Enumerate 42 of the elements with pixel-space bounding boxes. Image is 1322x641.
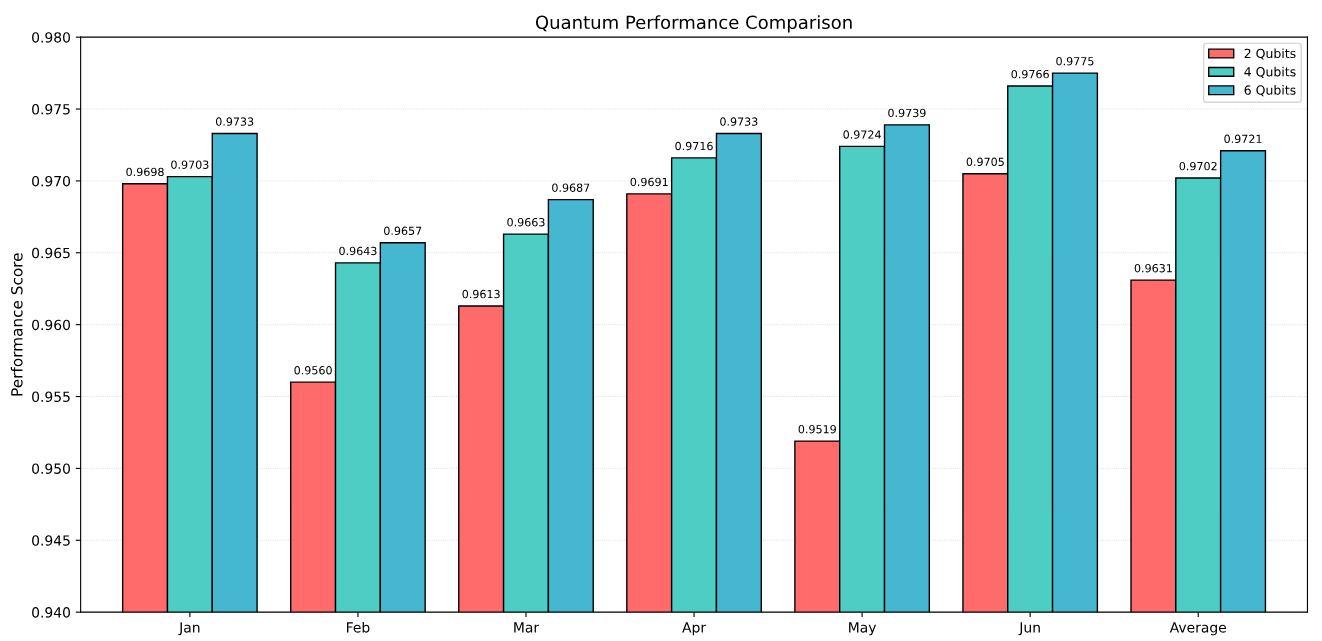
- y-tick-label: 0.975: [32, 104, 70, 115]
- y-tick-label: 0.945: [32, 535, 70, 546]
- data-label: 0.9631: [1134, 263, 1172, 273]
- data-label: 0.9716: [675, 141, 713, 151]
- data-label: 0.9687: [552, 183, 590, 192]
- data-label: 0.9702: [1179, 161, 1217, 171]
- data-label: 0.9733: [215, 117, 254, 126]
- legend-label: 2 Qubits: [1244, 48, 1296, 60]
- data-label: 0.9721: [1224, 134, 1262, 144]
- legend-label: 6 Qubits: [1244, 85, 1296, 97]
- x-tick-label: Feb: [347, 621, 370, 633]
- data-label: 0.9724: [843, 130, 881, 139]
- data-label: 0.9705: [966, 157, 1004, 167]
- data-label: 0.9739: [888, 108, 926, 118]
- data-label: 0.9775: [1056, 57, 1094, 66]
- x-tick-label: May: [849, 622, 877, 636]
- y-tick-label: 0.950: [32, 463, 70, 474]
- y-tick-label: 0.980: [32, 32, 70, 43]
- y-tick-label: 0.955: [32, 391, 70, 403]
- data-label: 0.9733: [720, 117, 758, 126]
- data-label: 0.9643: [339, 246, 377, 256]
- x-tick-label: Apr: [682, 622, 707, 636]
- data-label: 0.9613: [462, 289, 500, 299]
- data-label: 0.9560: [294, 366, 332, 375]
- y-tick-label: 0.970: [32, 175, 70, 187]
- x-tick-label: Average: [1169, 622, 1226, 636]
- data-label: 0.9657: [384, 226, 422, 236]
- chart-title: Quantum Performance Comparison: [535, 15, 852, 33]
- x-tick-label: Jan: [178, 622, 200, 636]
- data-label: 0.9663: [507, 217, 545, 227]
- data-label: 0.9766: [1011, 69, 1049, 79]
- data-label: 0.9519: [798, 424, 836, 434]
- data-label: 0.9703: [171, 160, 209, 169]
- x-tick-label: Mar: [514, 622, 540, 633]
- y-tick-label: 0.960: [32, 319, 70, 331]
- data-label: 0.9691: [630, 177, 668, 187]
- x-tick-label: Jun: [1018, 622, 1040, 636]
- y-tick-label: 0.965: [32, 247, 70, 259]
- data-label: 0.9698: [126, 167, 164, 177]
- y-tick-label: 0.940: [32, 607, 70, 618]
- y-axis-title: Performance Score: [10, 253, 23, 396]
- legend-label: 4 Qubits: [1244, 66, 1296, 78]
